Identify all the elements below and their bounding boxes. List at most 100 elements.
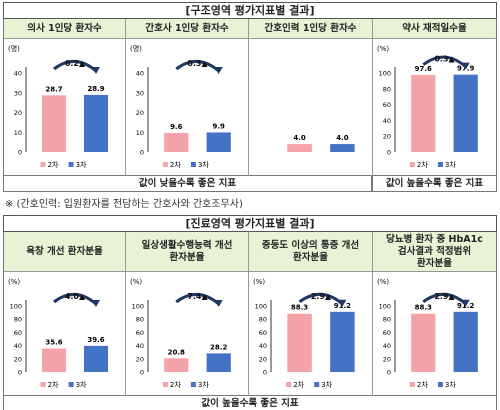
chart-nursing-staff-ratio: 4.0 4.0 xyxy=(287,134,355,152)
legend-swatch xyxy=(190,162,196,167)
change-arrow xyxy=(53,60,97,73)
legend-label: 3차 xyxy=(321,380,332,389)
legend-swatch xyxy=(190,382,196,387)
bar-3차 xyxy=(206,132,231,152)
chart-adl-improvement: (%) 0 20 40 60 80 100 20.8 28.2 7.4▲ 2차 3차 xyxy=(130,278,231,389)
data-label: 28.7 xyxy=(45,85,62,93)
chart-doctor-ratio: (명) 0 10 20 30 40 28.7 28.9 0.2▲ 2차 3차 xyxy=(8,44,108,169)
y-tick-label: 40 xyxy=(14,70,22,78)
change-label: 2.9▲ xyxy=(434,292,455,301)
bar-2차 xyxy=(164,133,189,152)
y-unit-label: (%) xyxy=(253,278,265,286)
y-tick-label: 0 xyxy=(263,369,267,377)
bar-2차 xyxy=(42,348,66,372)
chart-title: 중등도 이상의 통증 개선 환자분율 xyxy=(249,232,372,272)
bar-3차 xyxy=(84,94,108,152)
y-tick-label: 100 xyxy=(132,303,144,311)
y-tick-label: 20 xyxy=(259,355,267,363)
y-tick-label: 60 xyxy=(383,329,391,337)
bar-3차 xyxy=(84,345,108,372)
legend-swatch xyxy=(409,162,415,167)
bar-2차 xyxy=(287,144,312,152)
change-arrow-head xyxy=(92,67,100,74)
y-tick-label: 60 xyxy=(14,329,22,337)
chart-cell-7: 당뇨병 환자 중 HbA1c 검사결과 적정범위 환자분율 (%) 0 20 40 60 8… xyxy=(373,232,496,396)
legend-label: 2차 xyxy=(293,380,304,389)
y-tick-label: 0 xyxy=(18,369,22,377)
change-label: 0.2▲ xyxy=(65,59,86,68)
change-arrow xyxy=(175,293,220,306)
data-label: 9.6 xyxy=(170,123,183,131)
y-tick-label: 80 xyxy=(136,316,144,324)
chart-title: 간호인력 1인당 환자수 xyxy=(249,19,372,39)
nursing-staff-footnote: ※ (간호인력: 입원환자를 전담하는 간호사와 간호조무사) xyxy=(5,199,243,210)
y-unit-label: (%) xyxy=(130,278,142,286)
y-unit-label: (명) xyxy=(8,44,20,53)
change-arrow xyxy=(298,292,344,305)
y-tick-label: 80 xyxy=(259,316,267,324)
y-tick-label: 60 xyxy=(383,101,391,109)
y-tick-label: 100 xyxy=(255,303,267,311)
bar-3차 xyxy=(453,311,478,372)
bar-2차 xyxy=(42,95,66,152)
legend-label: 3차 xyxy=(445,380,456,389)
y-tick-label: 20 xyxy=(14,355,22,363)
legend-swatch xyxy=(40,162,46,167)
change-arrow-head xyxy=(92,300,100,307)
change-label: 7.4▲ xyxy=(187,292,208,301)
bar-2차 xyxy=(411,74,436,152)
change-arrow-head xyxy=(214,300,223,307)
low-better-label: 값이 낮을수록 좋은 지표 xyxy=(3,176,372,192)
process-title: [진료영역 평가지표별 결과] xyxy=(3,215,497,232)
y-tick-label: 0 xyxy=(140,369,144,377)
bar-2차 xyxy=(164,358,189,372)
change-arrow xyxy=(175,60,220,73)
y-tick-label: 80 xyxy=(383,85,391,93)
chart-title: 당뇨병 환자 중 HbA1c 검사결과 적정범위 환자분율 xyxy=(373,232,496,272)
y-tick-label: 60 xyxy=(136,329,144,337)
chart-title: 간호사 1인당 환자수 xyxy=(126,19,248,39)
legend-swatch xyxy=(314,382,320,387)
process-high-better-label: 값이 높을수록 좋은 지표 xyxy=(3,396,497,410)
y-tick-label: 20 xyxy=(383,133,391,141)
legend-swatch xyxy=(68,162,74,167)
y-tick-label: 0 xyxy=(140,149,144,157)
legend-label: 2차 xyxy=(417,160,428,169)
legend-swatch xyxy=(437,382,443,387)
data-label: 9.9 xyxy=(212,122,225,130)
structure-title: [구조영역 평가지표별 결과] xyxy=(3,2,497,19)
change-arrow-head xyxy=(338,299,347,307)
legend-label: 3차 xyxy=(76,380,87,389)
bar-3차 xyxy=(206,353,231,372)
y-unit-label: (%) xyxy=(377,278,389,286)
y-tick-label: 0 xyxy=(18,149,22,157)
y-tick-label: 20 xyxy=(136,109,144,117)
legend-label: 3차 xyxy=(198,380,209,389)
legend-swatch xyxy=(68,382,74,387)
chart-title: 약사 재적일수율 xyxy=(373,19,496,39)
y-tick-label: 0 xyxy=(387,369,391,377)
bar-3차 xyxy=(453,74,478,152)
data-label: 88.3 xyxy=(415,304,432,312)
data-label: 20.8 xyxy=(168,348,185,356)
y-unit-label: (%) xyxy=(8,278,20,286)
legend-label: 2차 xyxy=(170,160,181,169)
data-label: 39.6 xyxy=(87,336,104,344)
data-label: 88.3 xyxy=(291,304,308,312)
legend-swatch xyxy=(162,162,168,167)
y-tick-label: 20 xyxy=(383,355,391,363)
change-arrow-head xyxy=(214,67,223,74)
change-arrow-head xyxy=(461,299,470,307)
process-grid: 욕창 개선 환자분율 (%) 0 20 40 60 80 100 35.6 39.6 4.0▲ 2차 3… xyxy=(3,232,497,396)
high-better-label: 값이 높을수록 좋은 지표 xyxy=(372,176,497,192)
legend-label: 3차 xyxy=(76,160,87,169)
change-label: 4.0▲ xyxy=(65,292,86,301)
structure-grid: 의사 1인당 환자수 (명) 0 10 20 30 40 28.7 28.9 0.2▲ 2차 3차 간… xyxy=(3,19,497,176)
y-unit-label: (명) xyxy=(130,44,142,53)
legend-label: 2차 xyxy=(48,160,59,169)
legend-label: 2차 xyxy=(170,380,181,389)
change-arrow xyxy=(422,292,467,305)
chart-title: 의사 1인당 환자수 xyxy=(4,19,125,39)
